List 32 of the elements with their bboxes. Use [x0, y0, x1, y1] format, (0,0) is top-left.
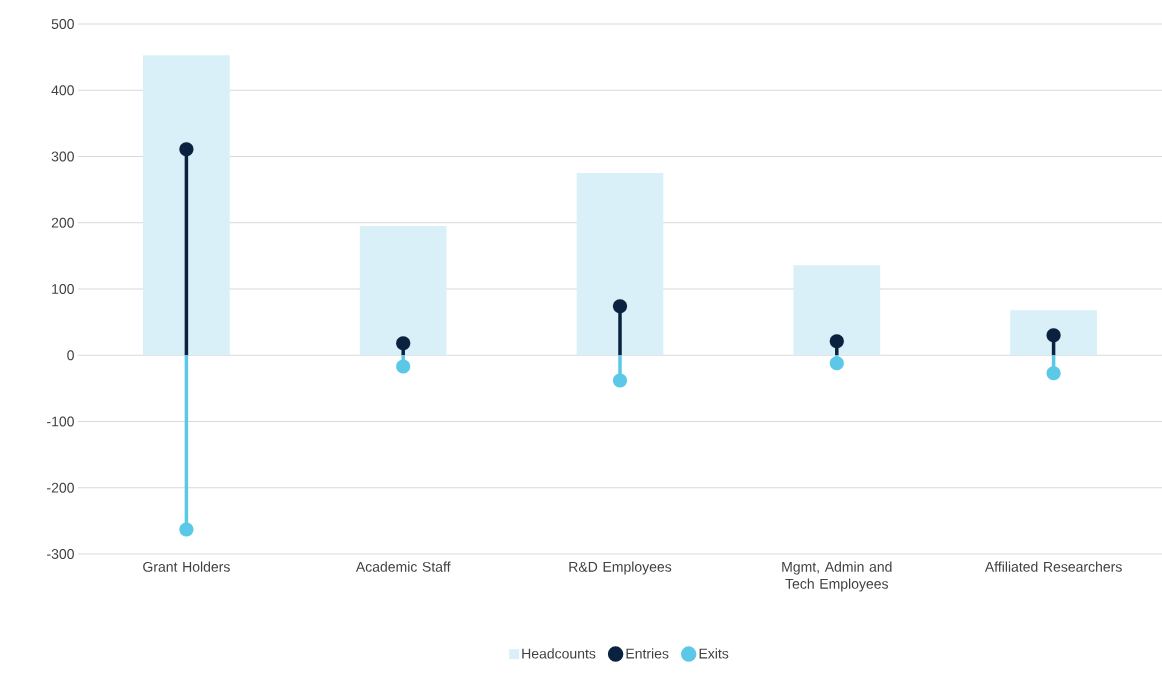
y-tick-label: -100	[47, 416, 74, 427]
y-tick-label: -300	[47, 549, 74, 559]
point	[179, 522, 194, 537]
legend-label: Headcounts	[522, 648, 596, 659]
legend-label: Exits	[699, 648, 729, 659]
point	[1046, 328, 1061, 343]
y-tick-label: 500	[51, 19, 74, 29]
y-tick-label: 100	[52, 284, 74, 294]
point	[396, 336, 411, 351]
x-tick-label: R&D Employees	[569, 561, 672, 575]
point	[179, 142, 194, 157]
x-tick-label: Mgmt, Admin and Tech Employees	[782, 561, 892, 592]
point	[612, 373, 628, 388]
bar	[143, 55, 230, 356]
y-tick-label: -200	[47, 482, 74, 493]
x-tick-label: Affiliated Researchers	[984, 561, 1122, 572]
point	[829, 334, 844, 349]
y-tick-label: 0	[67, 350, 74, 361]
point	[1046, 366, 1061, 381]
x-tick-label: Academic Staff	[355, 561, 451, 572]
legend-label: Entries	[626, 648, 669, 659]
point	[829, 356, 844, 371]
bar	[359, 226, 447, 356]
y-tick-label: 400	[51, 85, 74, 96]
y-tick-label: 300	[51, 151, 74, 162]
point	[612, 299, 628, 314]
bar	[1010, 310, 1097, 356]
x-tick-label: Grant Holders	[143, 561, 230, 572]
bar	[576, 173, 664, 356]
bar	[793, 265, 881, 356]
point	[396, 359, 411, 374]
y-tick-label: 200	[51, 217, 74, 228]
